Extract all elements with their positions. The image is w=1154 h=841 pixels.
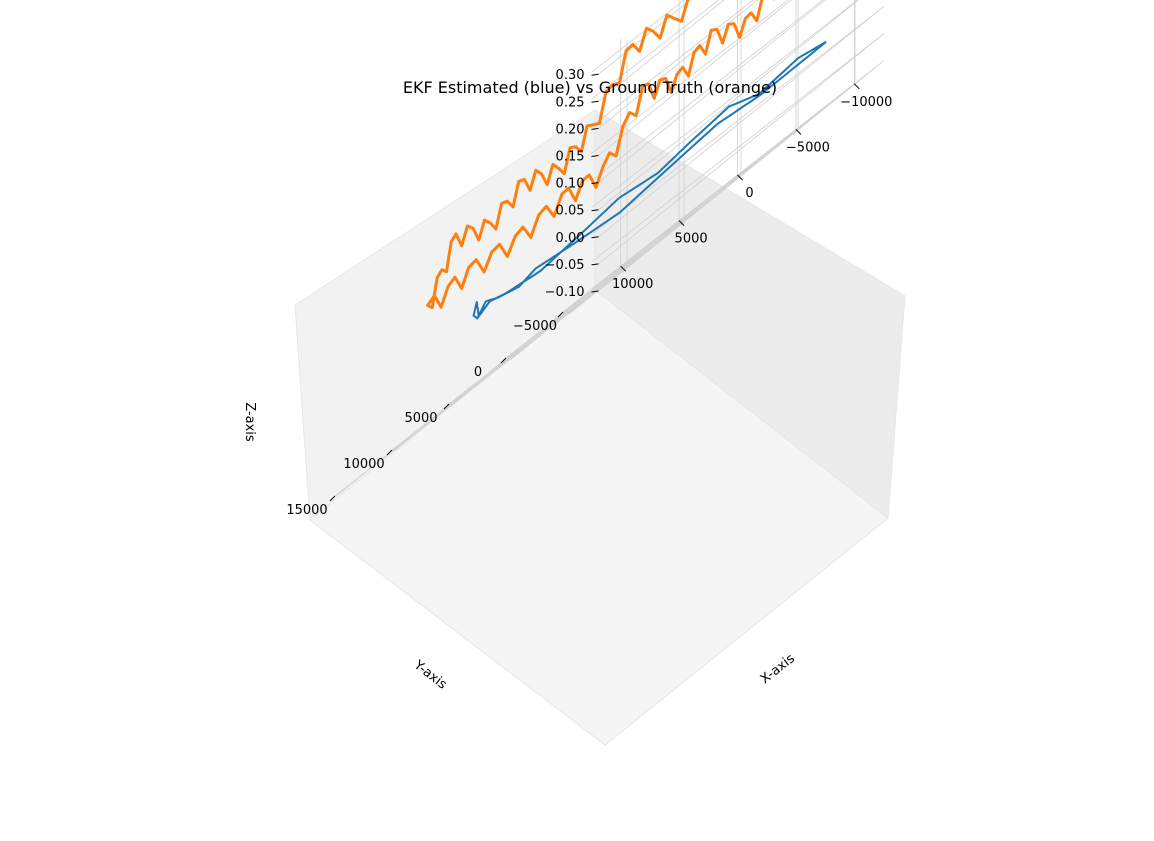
x-tick-mark [678,220,685,226]
z-tick-label: −0.05 [545,258,585,273]
axis-ticks: −10000 −5000 0 5000 10000 −5000 0 5000 10000 1500… [286,68,892,518]
y-tick-label: 10000 [343,457,384,472]
z-tick-mark [591,263,599,266]
z-tick-mark [591,182,599,185]
z-grid-line [591,33,884,265]
series-line-ground-truth [426,0,775,310]
y-tick-label: −5000 [513,319,557,334]
x-tick-label: −10000 [840,95,892,110]
y-tick-mark [557,311,564,318]
x-tick-label: −5000 [786,140,830,155]
z-tick-label: 0.10 [556,177,585,192]
z-tick-mark [591,73,599,76]
y-tick-label: 5000 [404,411,437,426]
x-tick-mark [795,129,802,135]
x-axis-label: X-axis [758,651,798,687]
y-tick-label: 15000 [286,503,327,518]
y-tick-mark [329,495,336,502]
data-series [426,0,827,320]
x-tick-label: 10000 [612,277,653,292]
z-tick-label: 0.15 [556,150,585,165]
series-line-ekf [472,40,827,320]
x-tick-mark [737,174,743,181]
z-tick-mark [591,290,599,293]
z-tick-mark [591,127,599,130]
x-tick-mark [853,83,860,90]
y-tick-label: 0 [474,365,482,380]
x-tick-label: 5000 [675,232,708,247]
z-tick-mark [591,155,599,157]
x-tick-mark [620,265,627,272]
z-grid-line [591,60,884,292]
z-tick-mark [591,100,599,103]
z-tick-label: 0.25 [556,95,585,110]
z-tick-label: 0.00 [556,231,585,246]
z-axis-label: Z-axis [242,402,257,442]
y-tick-mark [500,357,507,364]
y-tick-mark [443,403,450,410]
z-tick-label: 0.05 [556,204,585,219]
z-grid-line [591,0,725,102]
z-grid-line [591,0,859,211]
z-tick-label: 0.20 [556,122,585,137]
y-axis-label: Y-axis [410,657,449,692]
chart-title: EKF Estimated (blue) vs Ground Truth (or… [403,78,777,97]
axes-panes [294,109,906,746]
z-grid-line [591,0,826,183]
z-tick-mark [591,209,599,212]
z-tick-label: −0.10 [545,285,585,300]
z-grid-line [591,6,884,238]
z-tick-mark [591,236,599,239]
y-tick-mark [386,449,393,456]
x-tick-label: 0 [745,186,753,201]
z-tick-label: 0.30 [556,68,585,83]
